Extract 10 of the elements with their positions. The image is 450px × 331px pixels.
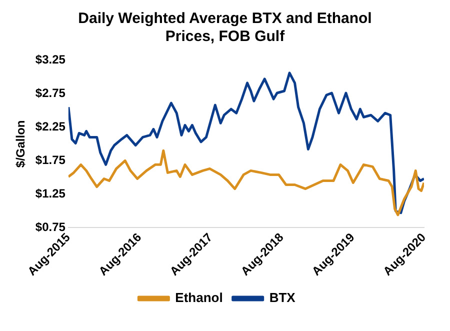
y-tick-label: $1.75 xyxy=(35,152,66,167)
y-tick-label: $0.75 xyxy=(35,220,66,234)
y-axis-title: $/Gallon xyxy=(14,120,28,168)
y-tick-label: $1.25 xyxy=(35,186,66,200)
legend-label: BTX xyxy=(269,290,296,306)
legend-label: Ethanol xyxy=(175,290,223,306)
y-tick-label: $3.25 xyxy=(35,52,66,67)
y-tick-label: $2.75 xyxy=(35,86,66,100)
y-tick-label: $2.25 xyxy=(35,119,66,134)
chart-title: Daily Weighted Average BTX and Ethanol Prices, FOB Gulf xyxy=(77,10,373,46)
